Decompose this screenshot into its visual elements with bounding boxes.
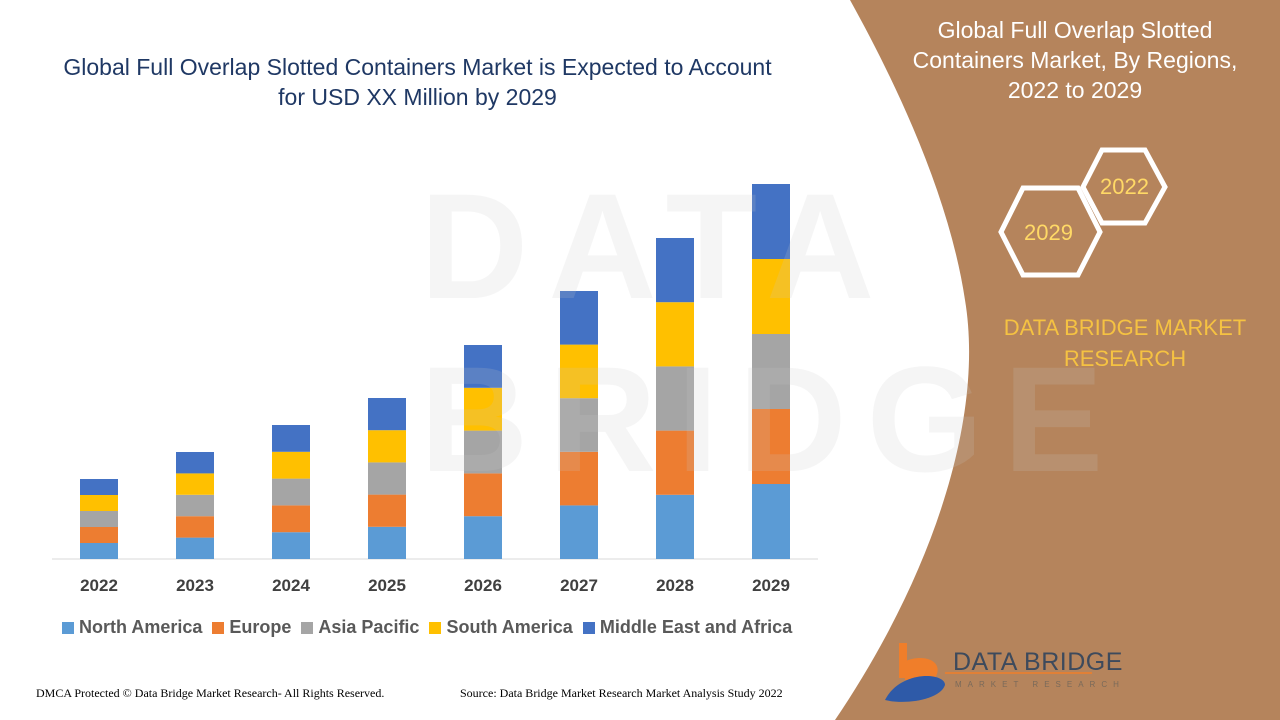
bar-2026-south-america bbox=[464, 387, 502, 431]
bar-2025-middle-east-and-africa bbox=[368, 398, 406, 431]
bar-2025-north-america bbox=[368, 526, 406, 559]
legend-item: North America bbox=[62, 617, 202, 638]
legend-label: Middle East and Africa bbox=[599, 617, 793, 637]
bar-2029-asia-pacific bbox=[752, 334, 790, 409]
bar-2024-south-america bbox=[272, 451, 310, 479]
bar-2029-middle-east-and-africa bbox=[752, 184, 790, 259]
legend-swatch bbox=[301, 621, 314, 634]
legend: North America Europe Asia Pacific South Ame… bbox=[62, 617, 792, 638]
x-tick-label: 2027 bbox=[560, 576, 598, 595]
bar-2026-asia-pacific bbox=[464, 430, 502, 474]
x-tick-label: 2028 bbox=[656, 576, 694, 595]
bar-2028-asia-pacific bbox=[656, 366, 694, 431]
footer-source: Source: Data Bridge Market Research Mark… bbox=[460, 686, 783, 700]
bar-2029-north-america bbox=[752, 484, 790, 559]
side-panel bbox=[835, 0, 1280, 720]
legend-label: South America bbox=[446, 617, 573, 637]
bar-2028-europe bbox=[656, 430, 694, 495]
x-tick-label: 2024 bbox=[272, 576, 310, 595]
bar-2026-middle-east-and-africa bbox=[464, 345, 502, 388]
bar-2025-south-america bbox=[368, 430, 406, 463]
logo-name: DATA BRIDGE bbox=[953, 648, 1123, 676]
bar-2023-north-america bbox=[176, 537, 214, 559]
bar-2027-europe bbox=[560, 451, 598, 506]
bar-2024-north-america bbox=[272, 532, 310, 559]
hexagon-2022-icon bbox=[1080, 147, 1168, 226]
bar-2027-north-america bbox=[560, 505, 598, 559]
bar-2028-north-america bbox=[656, 494, 694, 559]
bar-2027-south-america bbox=[560, 344, 598, 399]
bar-2024-europe bbox=[272, 505, 310, 533]
bar-2022-europe bbox=[80, 527, 118, 543]
legend-item: South America bbox=[429, 617, 573, 638]
bar-2024-asia-pacific bbox=[272, 478, 310, 506]
logo-mark-icon bbox=[885, 643, 1092, 702]
bar-2022-asia-pacific bbox=[80, 511, 118, 527]
legend-swatch bbox=[62, 621, 74, 634]
bar-2026-north-america bbox=[464, 516, 502, 559]
bar-2027-middle-east-and-africa bbox=[560, 291, 598, 345]
footer-copyright: DMCA Protected © Data Bridge Market Rese… bbox=[36, 686, 385, 700]
bar-2023-europe bbox=[176, 516, 214, 538]
legend-swatch bbox=[429, 621, 442, 634]
bar-2023-middle-east-and-africa bbox=[176, 452, 214, 474]
hex-label-2022: 2022 bbox=[1100, 174, 1149, 199]
x-tick-label: 2029 bbox=[752, 576, 790, 595]
bar-series-group bbox=[80, 184, 790, 559]
x-tick-label: 2023 bbox=[176, 576, 214, 595]
logo-tagline: MARKET RESEARCH bbox=[955, 680, 1125, 689]
legend-swatch bbox=[582, 621, 595, 634]
bar-2024-middle-east-and-africa bbox=[272, 425, 310, 452]
bar-2025-asia-pacific bbox=[368, 462, 406, 495]
x-tick-label: 2026 bbox=[464, 576, 502, 595]
bar-2022-middle-east-and-africa bbox=[80, 479, 118, 495]
legend-item: Middle East and Africa bbox=[582, 617, 793, 638]
bar-2023-south-america bbox=[176, 473, 214, 495]
legend-label: North America bbox=[79, 617, 203, 637]
bar-2029-south-america bbox=[752, 259, 790, 334]
x-tick-label: 2022 bbox=[80, 576, 118, 595]
hex-label-2029: 2029 bbox=[1024, 220, 1073, 245]
legend-item: Europe bbox=[212, 617, 291, 638]
legend-swatch bbox=[212, 621, 225, 634]
bar-2027-asia-pacific bbox=[560, 398, 598, 452]
brand-text: DATA BRIDGE MARKET RESEARCH bbox=[1003, 315, 1247, 371]
bar-2028-middle-east-and-africa bbox=[656, 238, 694, 303]
bar-2029-europe bbox=[752, 409, 790, 484]
watermark: DATA BRIDGE bbox=[420, 162, 1124, 503]
bar-2022-south-america bbox=[80, 495, 118, 511]
bar-2025-europe bbox=[368, 494, 406, 527]
legend-label: Europe bbox=[229, 617, 292, 637]
hexagon-2029-icon bbox=[998, 185, 1103, 278]
legend-label: Asia Pacific bbox=[318, 617, 420, 637]
x-tick-label: 2025 bbox=[368, 576, 406, 595]
bar-2026-europe bbox=[464, 473, 502, 517]
legend-item: Asia Pacific bbox=[301, 617, 419, 638]
chart-title: Global Full Overlap Slotted Containers M… bbox=[63, 54, 772, 110]
side-panel-title: Global Full Overlap Slotted Containers M… bbox=[912, 17, 1238, 103]
bar-2022-north-america bbox=[80, 543, 118, 559]
bar-2028-south-america bbox=[656, 302, 694, 367]
bar-2023-asia-pacific bbox=[176, 494, 214, 517]
